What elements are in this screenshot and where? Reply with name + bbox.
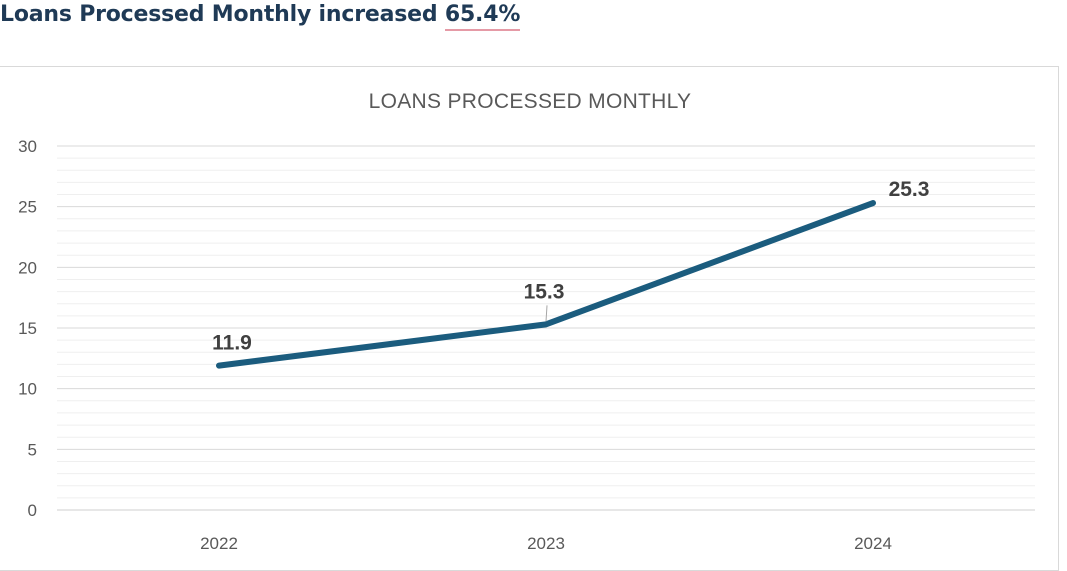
y-tick-label: 25 (18, 198, 37, 217)
headline: Loans Processed Monthly increased 65.4% (0, 2, 521, 31)
x-tick-label: 2024 (854, 534, 892, 553)
y-tick-label: 15 (18, 319, 37, 338)
data-label: 11.9 (212, 332, 252, 355)
headline-prefix: Loans Processed Monthly increased (0, 2, 445, 27)
y-tick-label: 5 (28, 440, 37, 459)
chart-frame (0, 66, 1059, 571)
y-tick-label: 10 (18, 380, 37, 399)
data-point (218, 365, 220, 367)
y-tick-label: 0 (28, 501, 37, 520)
data-label: 15.3 (524, 280, 565, 303)
x-tick-label: 2022 (200, 534, 238, 553)
data-labels: 11.9 15.3 25.3 (212, 178, 929, 355)
x-tick-label: 2023 (527, 534, 565, 553)
data-label: 25.3 (889, 178, 930, 201)
data-point (872, 202, 874, 204)
x-axis: 2022 2023 2024 (200, 534, 892, 553)
chart-title: LOANS PROCESSED MONTHLY (369, 90, 692, 113)
data-point (545, 323, 547, 325)
y-tick-label: 20 (18, 258, 37, 277)
y-axis: 0 5 10 15 20 25 30 (18, 137, 37, 520)
y-tick-label: 30 (18, 137, 37, 156)
data-label-leader (545, 305, 548, 322)
headline-percent: 65.4% (444, 2, 521, 31)
series-layer (216, 200, 876, 369)
